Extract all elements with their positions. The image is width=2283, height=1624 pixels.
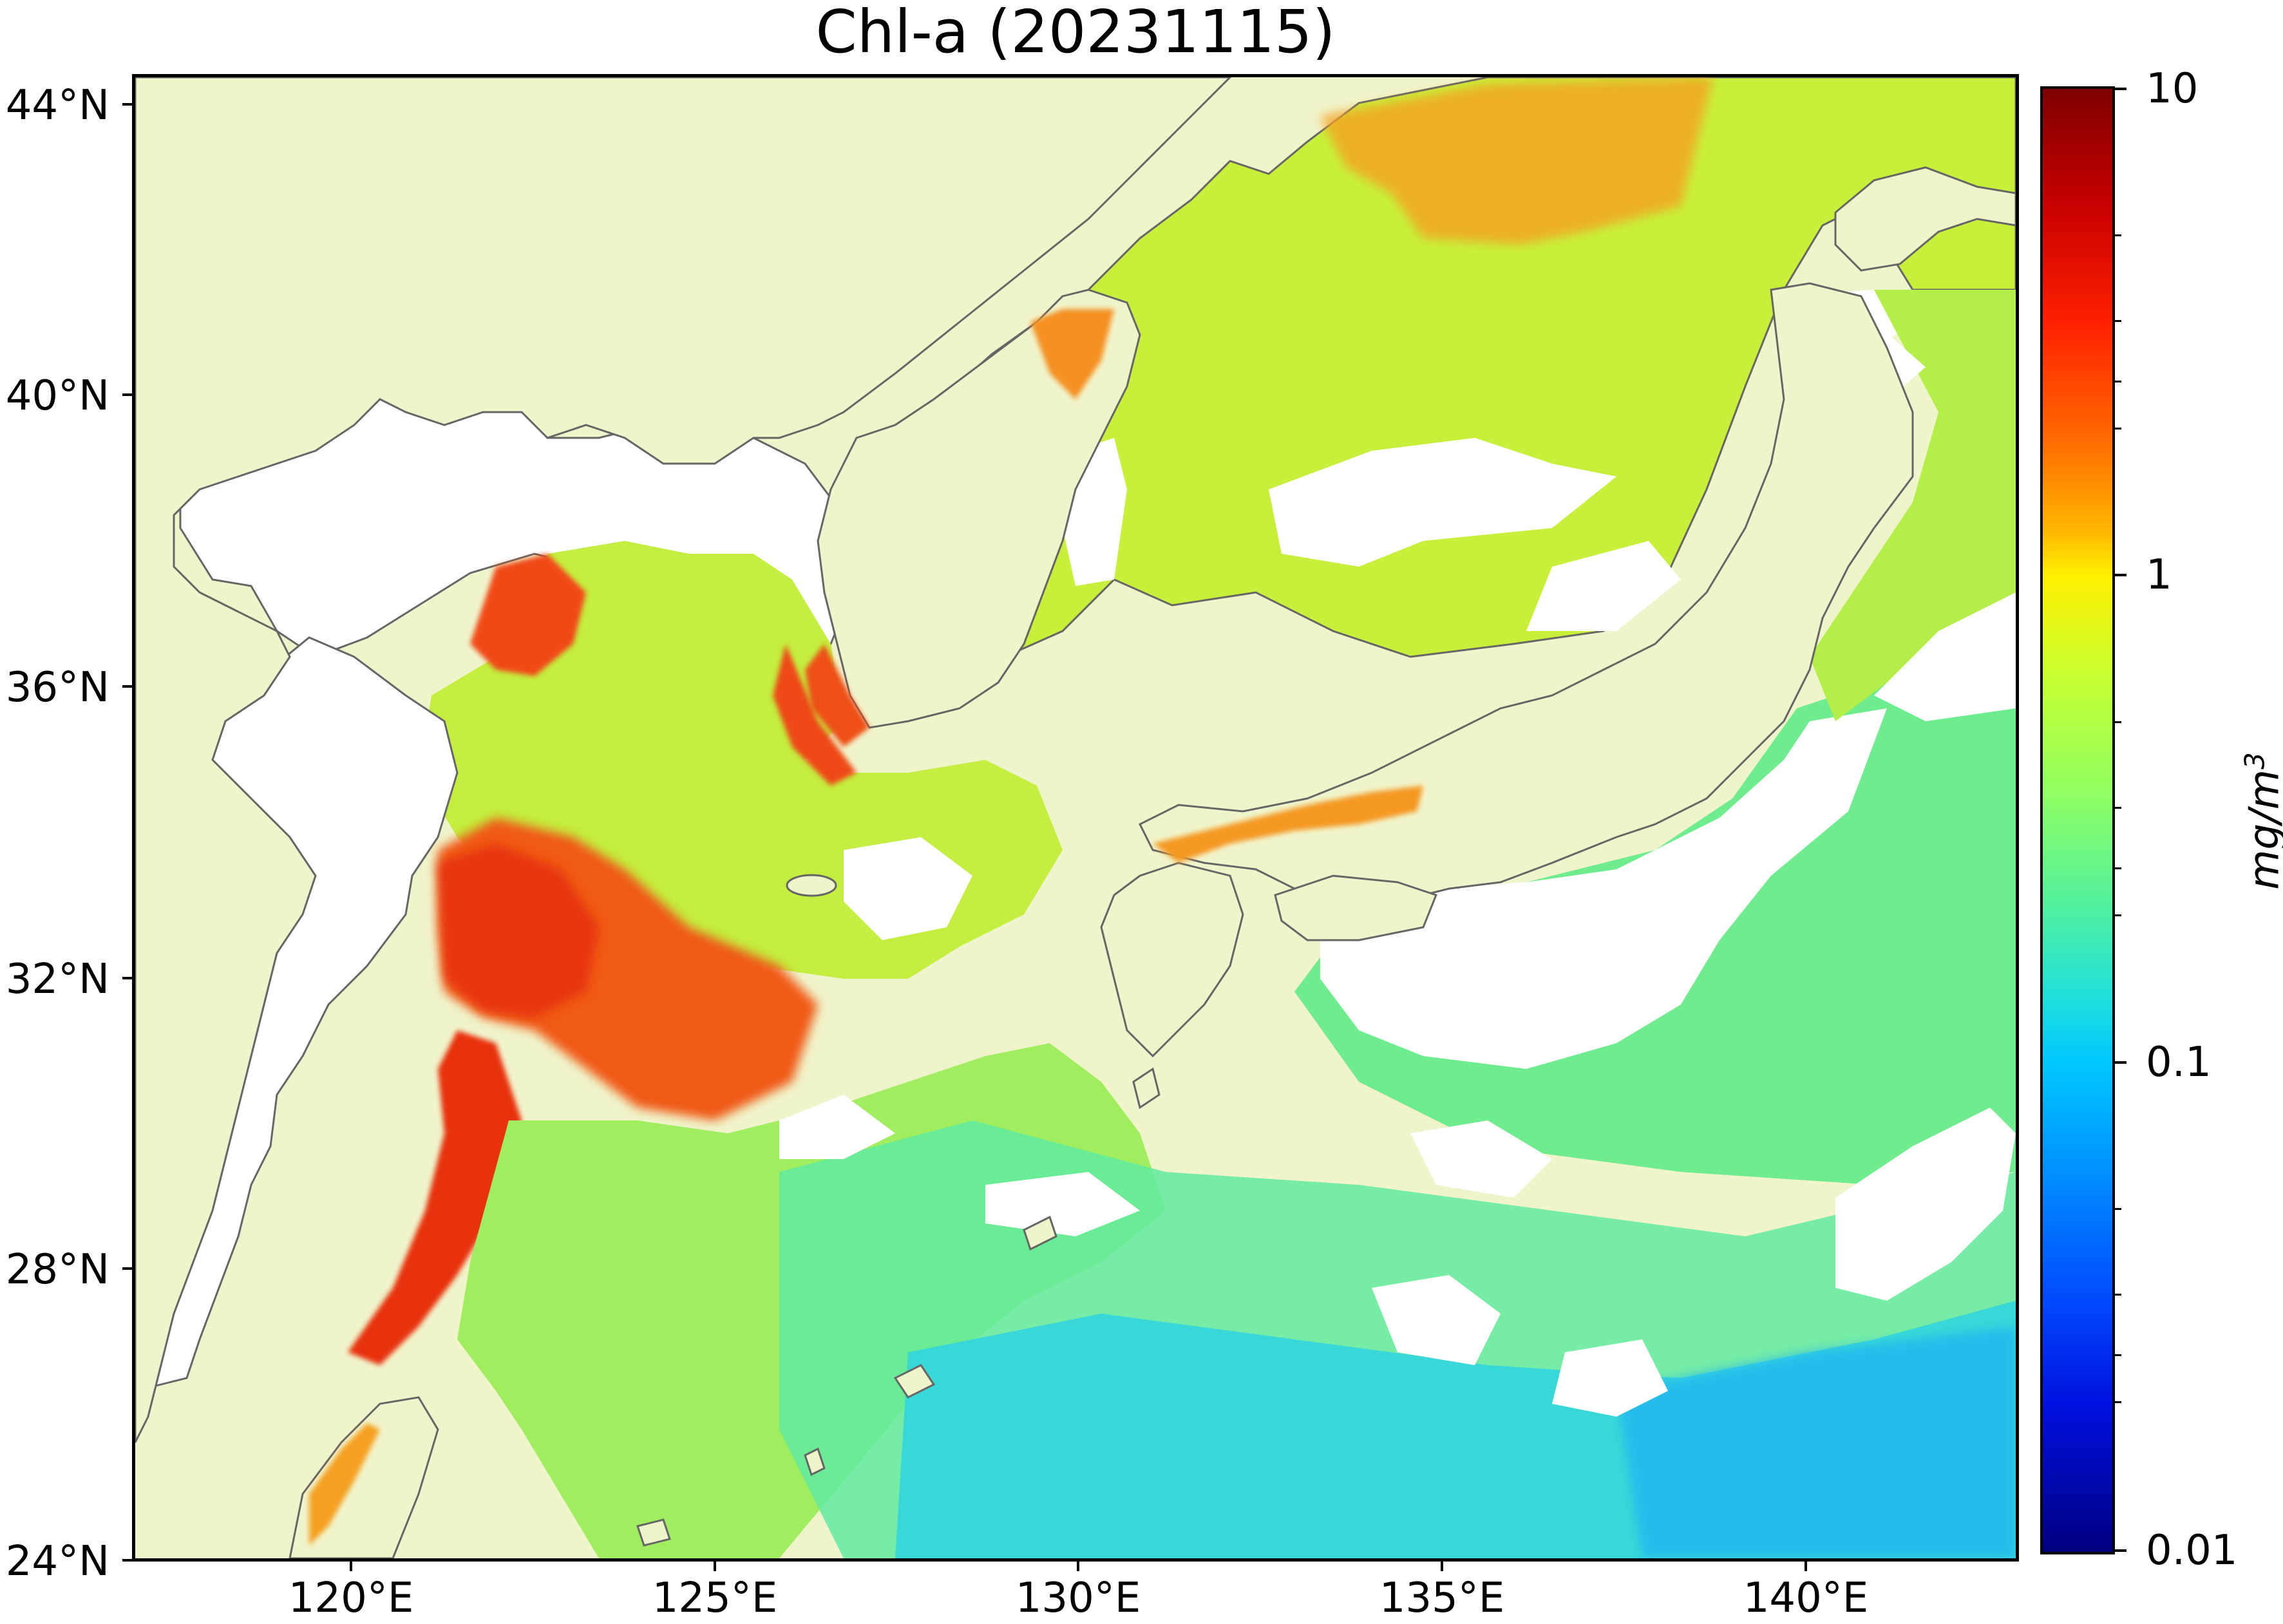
lat-label: 24°N [5,1538,109,1585]
lat-label: 36°N [5,664,109,712]
lon-tick [350,1562,352,1571]
china-mainland [135,77,1232,1443]
sea-of-japan [894,77,2016,658]
colorbar-tick [2115,574,2127,576]
colorbar-minor-tick [2115,1208,2121,1210]
map-canvas [135,77,2016,1558]
colorbar-tick [2115,1061,2127,1064]
colorbar-minor-tick [2115,428,2121,430]
chlorophyll-map[interactable] [132,74,2019,1562]
lon-label: 120°E [288,1574,414,1622]
lon-tick [1077,1562,1079,1571]
lat-tick [122,103,132,106]
lon-label: 140°E [1743,1574,1869,1622]
lon-label: 125°E [652,1574,778,1622]
japan-kyushu [1100,862,1244,1058]
lat-tick [122,685,132,688]
colorbar-unit-label: mg/m3 [2239,752,2283,890]
colorbar-minor-tick [2115,1294,2121,1296]
colorbar-minor-tick [2115,807,2121,809]
sea-of-japan-high-chl [1320,77,1713,245]
lat-tick [122,1267,132,1270]
lon-tick [1805,1562,1807,1571]
lon-tick [1441,1562,1443,1571]
lon-label: 130°E [1015,1574,1141,1622]
lat-label: 40°N [5,372,109,420]
lat-tick [122,977,132,979]
lon-tick [714,1562,716,1571]
lat-tick [122,1559,132,1562]
lon-label: 135°E [1379,1574,1505,1622]
colorbar [2040,86,2115,1554]
colorbar-minor-tick [2115,914,2121,916]
lat-tick [122,393,132,396]
colorbar-label: 1 [2146,551,2172,599]
colorbar-minor-tick [2115,320,2121,322]
colorbar-tick [2115,1549,2127,1552]
china-coast-high-chl [348,1030,522,1365]
lat-label: 32°N [5,956,109,1003]
colorbar-minor-tick [2115,234,2121,236]
colorbar-label: 0.01 [2146,1527,2238,1574]
colorbar-minor-tick [2115,1401,2121,1403]
colorbar-minor-tick [2115,1354,2121,1356]
lat-label: 28°N [5,1246,109,1294]
colorbar-tick [2115,88,2127,90]
colorbar-label: 0.1 [2146,1039,2212,1086]
japan-hokkaido [1834,166,2016,272]
colorbar-minor-tick [2115,721,2121,723]
lat-label: 44°N [5,82,109,129]
colorbar-minor-tick [2115,381,2121,382]
pacific-clouds [1320,708,1887,1069]
map-title: Chl-a (20231115) [815,0,1336,66]
colorbar-label: 10 [2146,65,2199,113]
japan-shikoku [1274,874,1437,941]
colorbar-minor-tick [2115,867,2121,869]
